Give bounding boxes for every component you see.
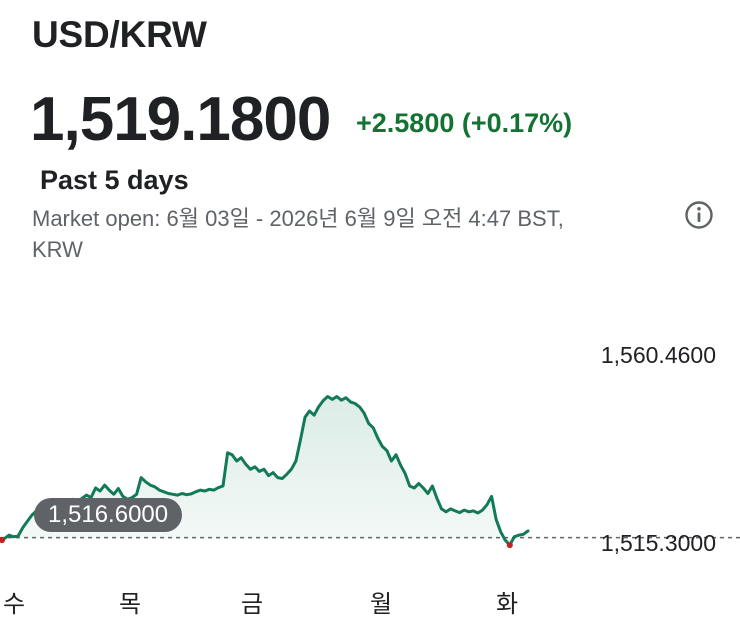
y-tick-label-high: 1,560.4600 <box>600 342 716 368</box>
price-line <box>0 395 530 547</box>
previous-close-pill: 1,516.6000 <box>34 498 183 532</box>
info-icon[interactable] <box>684 200 714 230</box>
x-label-wed: 수 <box>2 591 26 618</box>
x-label-thu: 목 <box>118 591 142 618</box>
start-marker <box>0 537 5 544</box>
time-range-label: Past 5 days <box>40 165 189 195</box>
current-price: 1,519.1800 <box>30 85 331 154</box>
x-label-tue: 화 <box>495 591 519 618</box>
price-change: +2.5800 (+0.17%) <box>356 108 573 138</box>
x-label-mon: 월 <box>369 591 393 618</box>
currency-pair-title: USD/KRW <box>32 14 207 55</box>
market-status-line2: KRW <box>32 237 83 262</box>
y-tick-label-low: 1,515.3000 <box>600 530 716 556</box>
market-status-text: Market open: 6월 03일 - 2026년 6월 9일 오전 4:4… <box>32 203 672 265</box>
market-status-line1: Market open: 6월 03일 - 2026년 6월 9일 오전 4:4… <box>32 206 564 231</box>
current-marker <box>506 542 513 549</box>
x-label-fri: 금 <box>240 591 264 618</box>
